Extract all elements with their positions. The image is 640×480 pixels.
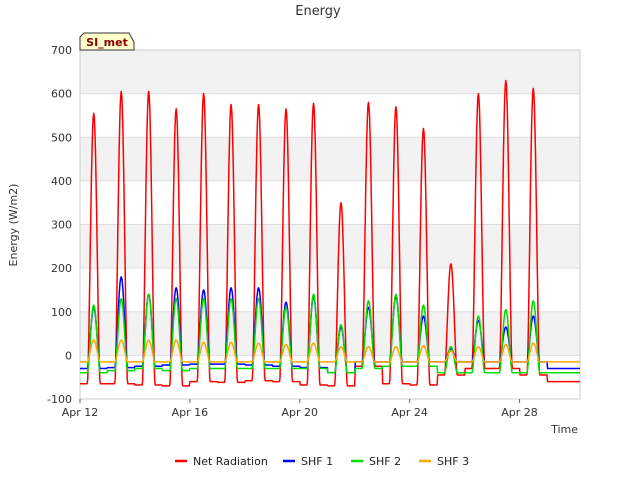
x-tick-label: Apr 16 [172,406,209,419]
x-tick-label: Apr 24 [391,406,428,419]
y-tick-label: 200 [51,262,72,275]
grid-band [80,50,580,94]
y-tick-label: 600 [51,88,72,101]
legend-label: SHF 3 [437,455,469,468]
y-tick-label: 700 [51,44,72,57]
site-badge: SI_met [79,32,135,51]
legend-label: Net Radiation [193,455,268,468]
site-badge-label: SI_met [86,36,128,49]
chart-title: Energy [295,4,341,19]
y-axis-ticks: -100 0 100 200 300 400 500 600 700 [47,44,72,406]
y-axis-label: Energy (W/m2) [7,184,20,267]
grid-band [80,224,580,269]
legend-label: SHF 1 [301,455,333,468]
series-line-net-radiation [79,79,581,387]
y-tick-label: -100 [47,393,72,406]
y-tick-label: 500 [51,131,72,144]
y-tick-label: 100 [51,306,72,319]
x-axis-ticks: Apr 12 Apr 16 Apr 20 Apr 24 Apr 28 [62,399,538,419]
grid-band [80,311,580,356]
plot-background [80,50,580,399]
x-tick-label: Apr 20 [282,406,319,419]
legend: Net Radiation SHF 1 SHF 2 SHF 3 [175,455,469,468]
y-tick-label: 400 [51,175,72,188]
series-line-shf-2 [79,293,581,374]
series-line-shf-3 [79,339,581,363]
x-tick-label: Apr 12 [62,406,99,419]
grid-band [80,268,580,312]
series-lines [79,79,581,387]
grid-band [80,180,580,225]
x-axis-label: Time [550,423,578,436]
plot-frame [79,49,581,400]
grid-band [80,137,580,181]
y-tick-label: 0 [65,349,72,362]
x-tick-label: Apr 28 [501,406,538,419]
y-tick-label: 300 [51,219,72,232]
legend-label: SHF 2 [369,455,401,468]
grid-band [80,93,580,138]
